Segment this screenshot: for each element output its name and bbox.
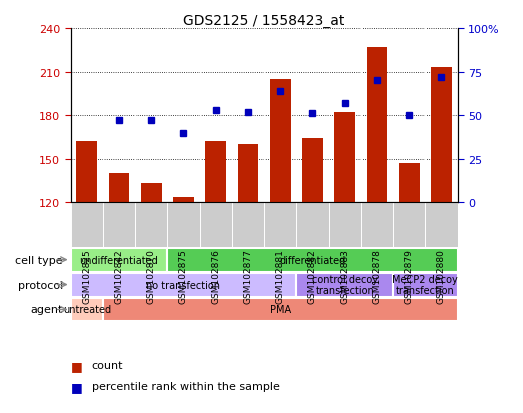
Text: ■: ■ xyxy=(71,380,82,393)
Text: MeCP2 decoy
transfection: MeCP2 decoy transfection xyxy=(392,274,458,296)
Bar xyxy=(237,145,258,203)
Bar xyxy=(399,164,420,203)
Text: differentiated: differentiated xyxy=(279,255,346,265)
FancyBboxPatch shape xyxy=(103,298,458,322)
Bar xyxy=(141,184,162,203)
Text: undifferentiated: undifferentiated xyxy=(79,255,158,265)
Text: no transfection: no transfection xyxy=(146,280,221,290)
Text: agent: agent xyxy=(30,305,63,315)
Bar xyxy=(173,197,194,203)
FancyBboxPatch shape xyxy=(71,248,167,272)
FancyBboxPatch shape xyxy=(71,298,103,322)
Text: control decoy
transfection: control decoy transfection xyxy=(312,274,378,296)
Bar xyxy=(367,48,388,203)
Text: percentile rank within the sample: percentile rank within the sample xyxy=(92,381,279,391)
Text: protocol: protocol xyxy=(18,280,63,290)
Bar xyxy=(334,113,355,203)
FancyBboxPatch shape xyxy=(167,248,458,272)
Bar xyxy=(270,80,291,203)
Bar xyxy=(76,142,97,203)
Text: ■: ■ xyxy=(71,359,82,372)
FancyBboxPatch shape xyxy=(71,273,297,297)
FancyBboxPatch shape xyxy=(393,273,458,297)
Bar xyxy=(302,139,323,203)
Bar xyxy=(108,174,130,203)
Text: count: count xyxy=(92,361,123,370)
FancyBboxPatch shape xyxy=(297,273,393,297)
Bar xyxy=(205,142,226,203)
Bar xyxy=(431,68,452,203)
Title: GDS2125 / 1558423_at: GDS2125 / 1558423_at xyxy=(184,14,345,28)
Text: cell type: cell type xyxy=(15,255,63,265)
Text: untreated: untreated xyxy=(63,305,111,315)
Text: PMA: PMA xyxy=(270,305,291,315)
